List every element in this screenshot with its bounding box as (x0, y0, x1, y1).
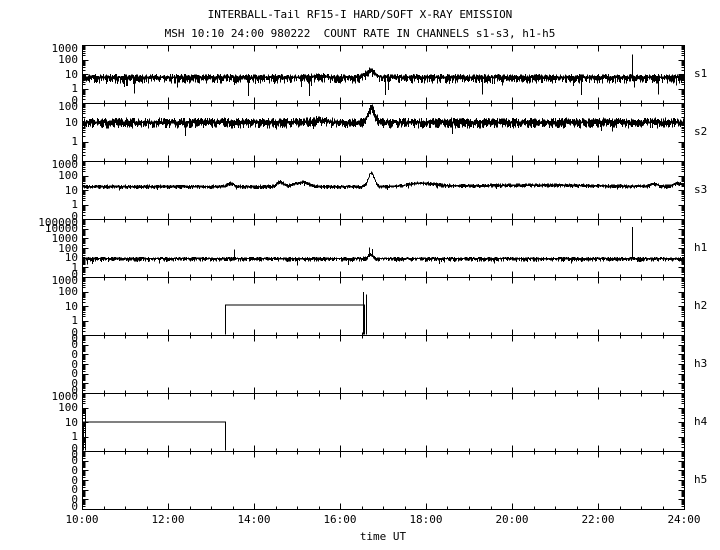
panel-frame-h5 (82, 451, 685, 510)
y-tick-label: 10 (64, 67, 78, 81)
y-tick-label: 1 (71, 82, 78, 95)
y-tick-label: 0 (71, 483, 78, 497)
x-tick-label: 22:00 (581, 513, 615, 526)
y-tick-label: 0 (71, 376, 78, 390)
panel-label-s3: s3 (694, 183, 708, 196)
plot-path (82, 335, 685, 394)
panel-label-h2: h2 (694, 299, 708, 312)
y-tick-label: 1000 (51, 41, 79, 55)
y-tick-label: 10 (64, 251, 78, 265)
plot-path (83, 104, 684, 136)
y-tick-label: 0 (71, 151, 78, 165)
y-tick-label: 0 (71, 492, 78, 506)
y-tick-label: 0 (71, 267, 78, 281)
plot-path (82, 277, 685, 336)
y-tick-label: 1000 (51, 273, 79, 287)
panel-label-h4: h4 (694, 415, 708, 428)
y-tick-label: 0 (71, 347, 78, 361)
y-tick-label: 100 (58, 285, 78, 298)
panel-frame-h1 (82, 219, 685, 278)
panel-label-s2: s2 (694, 125, 708, 138)
y-tick-label: 0 (71, 357, 78, 371)
y-tick-label: 0 (71, 454, 78, 468)
x-tick-label: 10:00 (65, 513, 99, 526)
y-tick-label: 100 (58, 401, 78, 414)
plot-path (82, 161, 685, 220)
y-tick-label: 100 (58, 99, 78, 113)
plot-path (82, 103, 685, 162)
x-tick-label: 14:00 (237, 513, 271, 526)
y-tick-label: 0 (71, 499, 78, 513)
x-tick-label: 16:00 (323, 513, 357, 526)
y-tick-label: 0 (71, 463, 78, 477)
panel-frame-s3 (82, 161, 685, 220)
plot-path (83, 407, 226, 451)
chart-subtitle: MSH 10:10 24:00 980222 COUNT RATE IN CHA… (164, 27, 556, 40)
y-tick-label: 10 (64, 415, 78, 429)
y-tick-label: 0 (71, 325, 78, 339)
y-tick-label: 0 (71, 338, 78, 352)
panel-label-s1: s1 (694, 67, 708, 80)
y-tick-label: 0 (71, 383, 78, 397)
y-tick-label: 0 (71, 209, 78, 223)
y-tick-label: 1 (71, 260, 78, 274)
y-tick-label: 100 (58, 169, 78, 182)
panel-label-h3: h3 (694, 357, 708, 370)
y-tick-label: 0 (71, 473, 78, 487)
x-tick-label: 12:00 (151, 513, 185, 526)
x-axis-label: time UT (359, 530, 407, 543)
plot-path (82, 451, 685, 510)
y-tick-label: 1000 (51, 157, 79, 171)
y-tick-label: 0 (71, 447, 78, 461)
y-tick-label: 1 (71, 198, 78, 211)
y-tick-label: 1000 (51, 389, 79, 403)
y-tick-label: 0 (71, 93, 78, 107)
panel-frame-h3 (82, 335, 685, 394)
y-tick-label: 0 (71, 367, 78, 381)
plot-path (82, 219, 685, 278)
y-tick-label: 100000 (38, 215, 78, 229)
panel-label-h5: h5 (694, 473, 708, 486)
x-tick-label: 20:00 (495, 513, 529, 526)
plot-path (83, 171, 684, 191)
y-tick-label: 1000 (51, 231, 79, 245)
x-tick-label: 18:00 (409, 513, 443, 526)
y-tick-label: 0 (71, 441, 78, 455)
y-tick-label: 1 (71, 430, 78, 443)
plot-path (83, 227, 684, 266)
plot-path (82, 45, 685, 104)
y-tick-label: 10 (64, 299, 78, 313)
y-tick-label: 1 (71, 135, 78, 149)
y-tick-label: 10 (64, 183, 78, 197)
y-tick-label: 1 (71, 314, 78, 327)
plot-path (225, 292, 367, 335)
panel-frame-h2 (82, 277, 685, 336)
y-tick-label: 10000 (44, 222, 78, 236)
panel-label-h1: h1 (694, 241, 708, 254)
plot-path (83, 54, 684, 97)
y-tick-label: 10 (64, 115, 78, 129)
x-tick-label: 24:00 (667, 513, 701, 526)
panel-frame-s2 (82, 103, 685, 162)
y-tick-label: 0 (71, 331, 78, 345)
y-tick-label: 100 (58, 53, 78, 66)
y-tick-label: 100 (58, 241, 78, 255)
chart-title: INTERBALL-Tail RF15-I HARD/SOFT X-RAY EM… (207, 8, 513, 21)
